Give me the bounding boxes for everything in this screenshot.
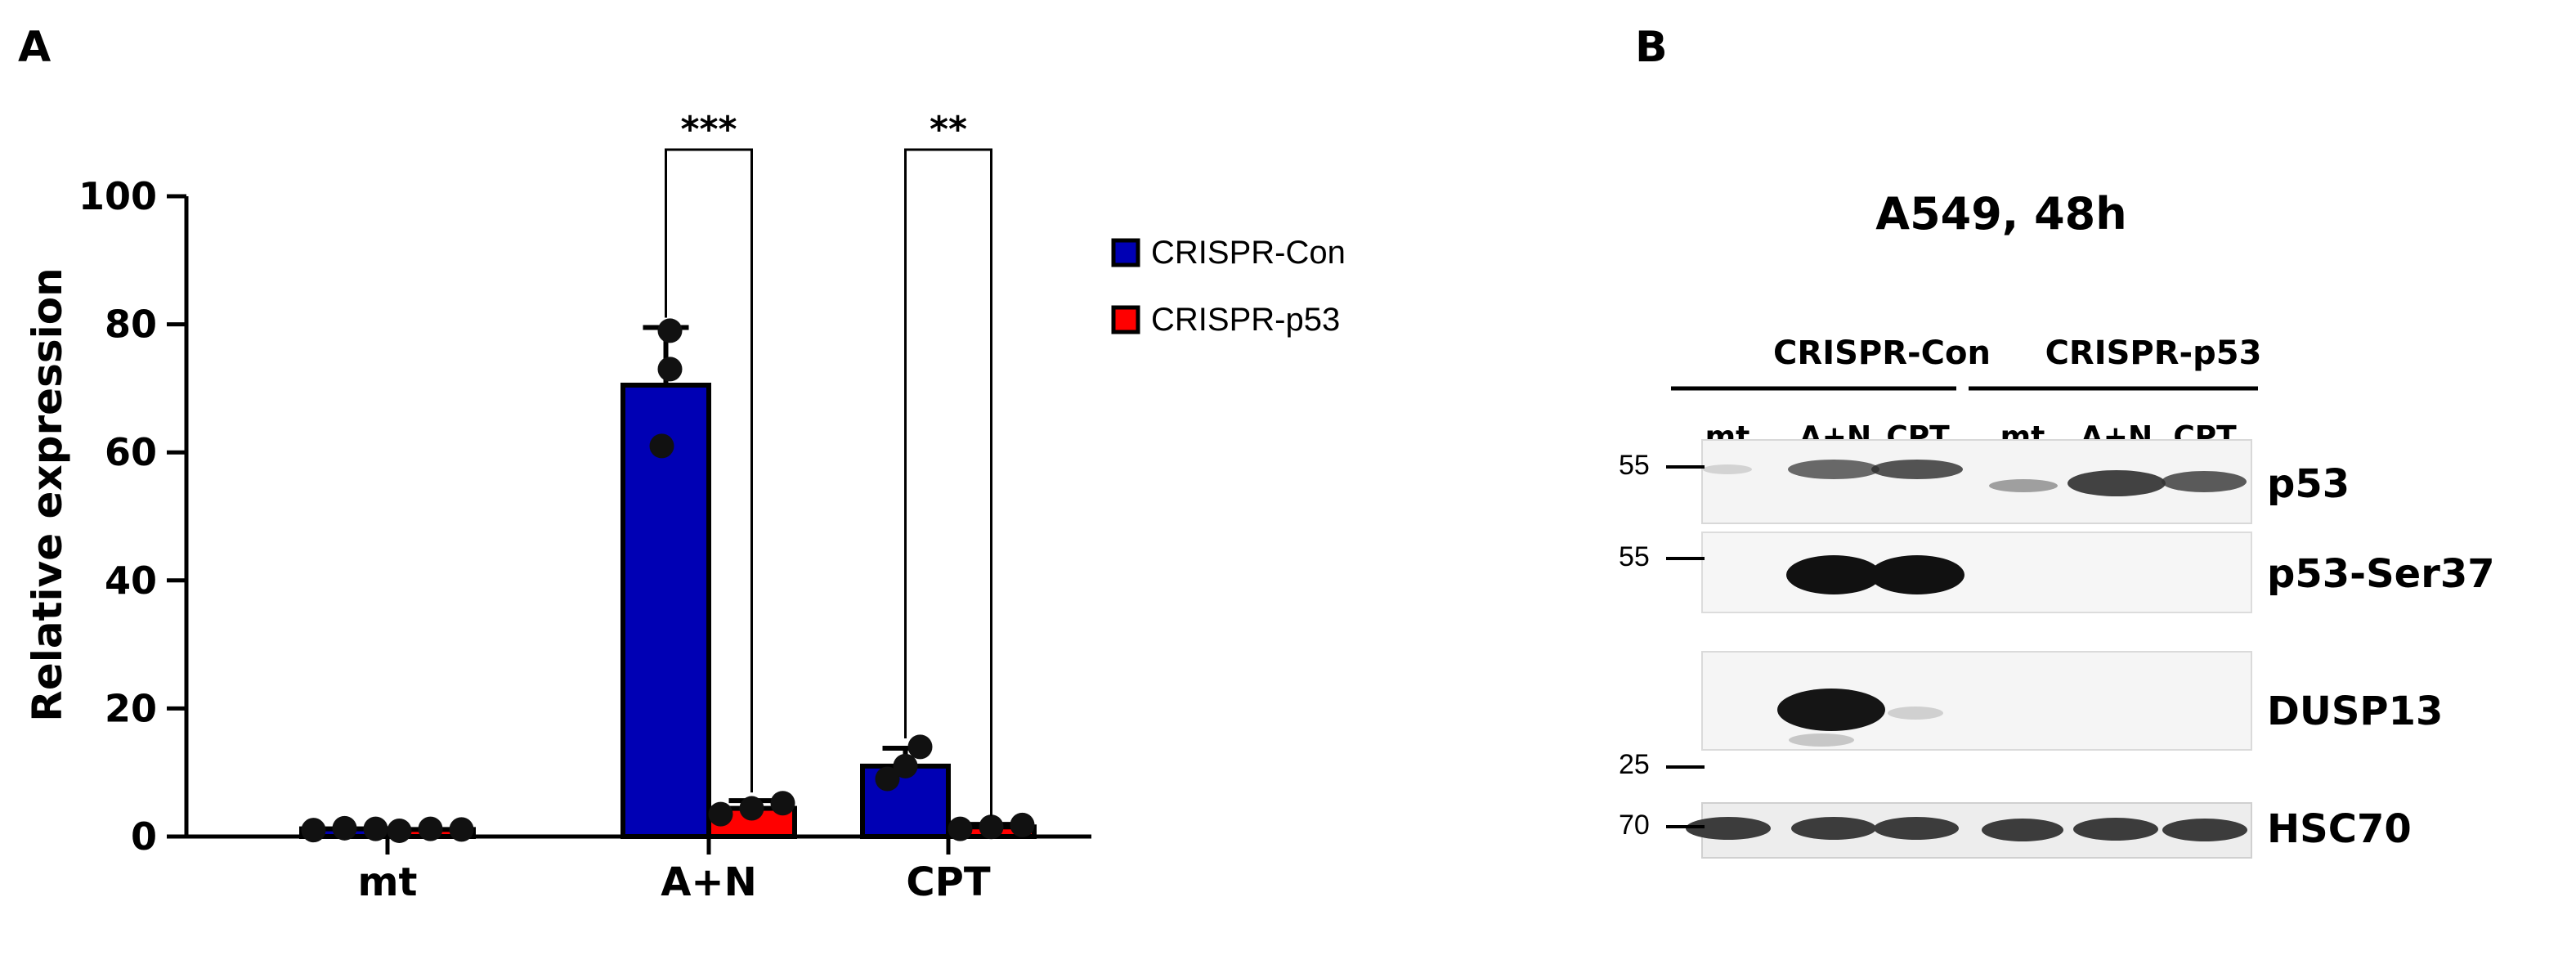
data-point	[363, 816, 388, 841]
blot-strip-hsc70	[1686, 802, 2252, 859]
panel-b-label: B	[1635, 23, 1668, 72]
legend-swatch	[1111, 238, 1140, 267]
blot-strip-p53-ser37	[1701, 532, 2252, 613]
y-tick-label: 100	[78, 174, 157, 218]
significance-label: **	[930, 109, 967, 150]
data-point	[1010, 812, 1035, 837]
y-axis-label: Relative expression	[24, 267, 71, 721]
data-point	[708, 801, 733, 827]
significance-bracket	[904, 148, 992, 817]
x-tick-label: CPT	[906, 859, 990, 905]
legend-swatch	[1111, 305, 1140, 334]
data-point	[770, 791, 795, 816]
data-point	[875, 766, 900, 792]
y-tick-label: 40	[105, 559, 157, 603]
data-point	[449, 817, 474, 842]
y-tick-label: 20	[105, 686, 157, 730]
mw-marker: 55	[1619, 541, 1650, 572]
legend-label: CRISPR-p53	[1151, 302, 1340, 338]
mw-marker: 70	[1619, 810, 1650, 841]
data-point	[979, 814, 1004, 840]
legend-label: CRISPR-Con	[1151, 235, 1346, 271]
y-tick-label: 60	[105, 430, 157, 474]
bar-crispr-con-a-n	[620, 382, 711, 839]
data-point	[649, 433, 674, 459]
x-tick-label: mt	[358, 859, 418, 905]
panel-a-label: A	[18, 23, 51, 72]
group-label-crispr-p53: CRISPR-p53	[2045, 334, 2262, 372]
data-point	[893, 753, 918, 778]
significance-label: ***	[680, 109, 737, 150]
data-point	[301, 818, 326, 843]
data-point	[907, 734, 933, 760]
x-tick-label: A+N	[661, 859, 757, 905]
data-point	[387, 818, 412, 843]
data-point	[418, 816, 443, 841]
protein-label-hsc70: HSC70	[2267, 806, 2412, 852]
protein-label-dusp13: DUSP13	[2267, 689, 2443, 734]
data-point	[332, 815, 357, 841]
blot-strip-p53	[1701, 439, 2252, 524]
western-blot: A549, 48h CRISPR-Con CRISPR-p53 mt A+N C…	[1619, 188, 2495, 859]
mw-marker: 55	[1619, 450, 1650, 481]
y-tick-label: 0	[131, 814, 157, 859]
data-point	[948, 816, 973, 841]
group-label-crispr-con: CRISPR-Con	[1773, 334, 1991, 372]
protein-label-p53-ser37: p53-Ser37	[2267, 551, 2495, 597]
blot-title: A549, 48h	[1875, 188, 2126, 240]
data-point	[657, 318, 683, 343]
data-point	[739, 796, 764, 821]
y-tick-label: 80	[105, 303, 157, 347]
significance-bracket	[665, 148, 753, 793]
blot-strip-dusp13	[1701, 651, 2252, 751]
data-point	[657, 357, 683, 382]
mw-marker: 25	[1619, 749, 1650, 780]
protein-label-p53: p53	[2267, 461, 2350, 507]
